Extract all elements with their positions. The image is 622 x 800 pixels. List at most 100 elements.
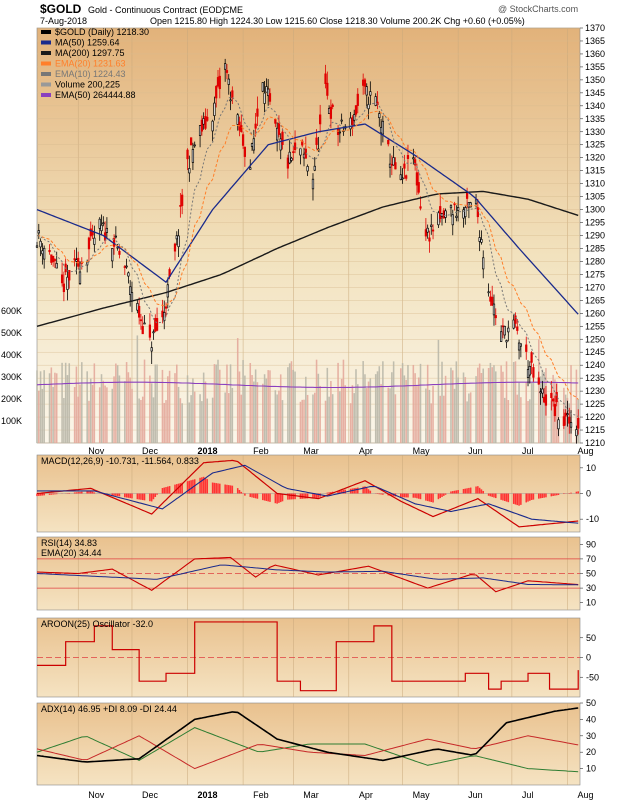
candle-body xyxy=(541,388,544,394)
candle-body xyxy=(288,151,291,164)
candle-body xyxy=(512,319,515,329)
volume-bar xyxy=(305,376,307,443)
macd-line xyxy=(36,459,579,528)
volume-bar xyxy=(281,400,284,443)
candle-body xyxy=(202,118,205,125)
candle-body xyxy=(487,291,490,294)
macd-histogram-bar xyxy=(414,493,416,498)
volume-bar xyxy=(68,363,71,443)
candle-body xyxy=(503,325,506,336)
candle-body xyxy=(530,352,533,363)
macd-histogram-bar xyxy=(430,493,433,503)
volume-bar xyxy=(532,371,535,443)
x-tick-label: Mar xyxy=(303,790,319,800)
volume-bar xyxy=(319,385,321,443)
volume-bar xyxy=(416,386,418,443)
macd-histogram-bar xyxy=(113,493,115,496)
macd-histogram-bar xyxy=(503,493,506,502)
macd-histogram-bar xyxy=(204,477,207,494)
macd-histogram-bar xyxy=(263,493,266,501)
volume-bar xyxy=(512,362,515,443)
legend-label: MA(50) 1259.64 xyxy=(55,38,120,48)
candle-body xyxy=(43,247,46,260)
macd-histogram-bar xyxy=(317,493,320,498)
candle-body xyxy=(213,102,216,116)
macd-histogram-bar xyxy=(405,493,407,498)
volume-bar xyxy=(111,388,114,443)
price-tick-label: 1290 xyxy=(585,231,605,241)
macd-histogram-bar xyxy=(482,490,485,494)
volume-bar xyxy=(317,373,320,443)
candle-body xyxy=(130,292,134,302)
macd-histogram-bar xyxy=(489,493,492,497)
macd-histogram-bar xyxy=(269,493,271,502)
volume-bar xyxy=(219,369,221,443)
volume-bar xyxy=(115,363,117,443)
volume-bar xyxy=(570,365,572,443)
candle-body xyxy=(39,240,42,248)
candle-body xyxy=(491,296,494,306)
macd-histogram-bar xyxy=(369,490,372,494)
x-tick-label: Jun xyxy=(468,790,483,800)
volume-bar xyxy=(502,371,504,443)
candle-body xyxy=(362,79,365,86)
volume-tick-label: 100K xyxy=(1,416,22,426)
volume-bar xyxy=(514,361,517,443)
price-tick-label: 1230 xyxy=(585,386,605,396)
candle-body xyxy=(365,86,368,96)
volume-bar xyxy=(299,401,302,443)
macd-histogram-bar xyxy=(290,493,293,500)
candle-body xyxy=(279,138,282,151)
macd-histogram-bar xyxy=(478,487,481,494)
macd-histogram-bar xyxy=(563,493,565,495)
volume-bar xyxy=(43,370,45,443)
volume-bar xyxy=(428,389,431,443)
candle-body xyxy=(129,286,132,295)
price-tick-label: 1250 xyxy=(585,334,605,344)
macd-histogram-bar xyxy=(512,493,515,504)
macd-histogram-bar xyxy=(276,493,278,504)
macd-histogram-bar xyxy=(462,488,465,494)
candle-body xyxy=(430,224,433,227)
macd-histogram-bar xyxy=(236,488,239,494)
volume-bar xyxy=(426,364,429,443)
candle-body xyxy=(75,259,78,262)
price-tick-label: 1335 xyxy=(585,114,605,124)
macd-histogram-bar xyxy=(274,493,277,504)
x-tick-label: Jul xyxy=(522,446,534,456)
x-tick-label: Nov xyxy=(88,790,105,800)
volume-bar xyxy=(451,370,454,443)
candle-body xyxy=(154,318,157,332)
volume-bar xyxy=(482,368,485,443)
volume-bar xyxy=(290,361,293,443)
volume-bar xyxy=(362,361,364,443)
volume-bar xyxy=(124,381,126,443)
x-tick-label: Nov xyxy=(88,446,105,456)
macd-histogram-bar xyxy=(227,485,230,494)
volume-bar xyxy=(529,399,531,443)
macd-histogram-bar xyxy=(213,482,216,494)
volume-bar xyxy=(64,362,67,443)
legend-label: MA(200) 1297.75 xyxy=(55,48,125,58)
candle-body xyxy=(403,163,406,169)
macd-histogram-bar xyxy=(86,491,88,494)
candle-body xyxy=(276,127,279,141)
volume-bar xyxy=(437,339,440,443)
volume-bar xyxy=(98,387,101,443)
volume-bar xyxy=(315,359,318,443)
rsi-line xyxy=(36,556,579,593)
candle-body xyxy=(78,271,82,284)
volume-bar xyxy=(287,367,289,443)
candle-body xyxy=(327,108,331,114)
volume-bar xyxy=(165,400,167,443)
candle-body xyxy=(286,157,290,169)
macd-histogram-bar xyxy=(326,492,329,494)
volume-bar xyxy=(136,335,139,443)
macd-histogram-bar xyxy=(443,493,445,496)
macd-histogram-bar xyxy=(514,493,517,505)
rsi-tick-label: 50 xyxy=(586,569,596,579)
macd-histogram-bar xyxy=(156,493,158,495)
macd-histogram-bar xyxy=(518,493,520,506)
macd-histogram-bar xyxy=(367,489,370,494)
volume-bar xyxy=(538,339,540,443)
